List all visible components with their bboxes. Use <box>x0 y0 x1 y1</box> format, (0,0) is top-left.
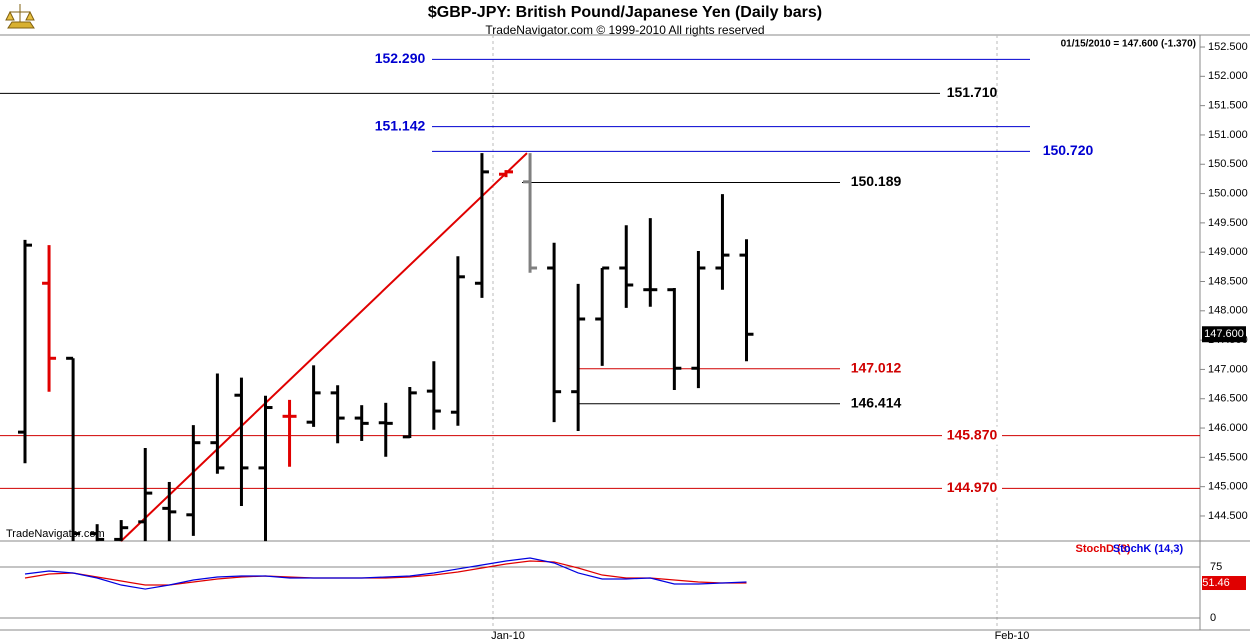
stoch-line <box>24 557 747 590</box>
last-price-box <box>1202 326 1246 343</box>
ohlc-bar <box>18 239 32 464</box>
y-tick-label: 145.000 <box>1208 481 1248 493</box>
y-tick-label: 150.500 <box>1208 158 1248 170</box>
ohlc-bar <box>90 524 105 542</box>
ohlc-bar <box>258 395 273 542</box>
level-label: 146.414 <box>851 394 902 410</box>
ohlc-bar <box>234 377 249 507</box>
header-quote: 01/15/2010 = 147.600 (-1.370) <box>1061 39 1196 50</box>
ohlc-bar <box>66 356 81 542</box>
ohlc-bar <box>426 361 441 430</box>
y-tick-label: 148.000 <box>1208 305 1248 317</box>
ohlc-bar <box>619 225 634 308</box>
last-value-box <box>1202 576 1246 591</box>
y-tick-label: 150.000 <box>1208 187 1248 199</box>
ohlc-bar <box>306 365 321 427</box>
ohlc-bar <box>282 399 297 467</box>
level-label: 151.142 <box>375 117 426 133</box>
level-label-bg <box>942 426 1002 445</box>
ohlc-bar <box>715 194 730 290</box>
chart-subtitle: TradeNavigator.com © 1999-2010 All right… <box>485 23 764 37</box>
ohlc-bar <box>114 520 129 542</box>
ohlc-bar <box>210 373 225 474</box>
trendline <box>120 152 528 542</box>
ohlc-bar <box>571 283 586 431</box>
chart-title: $GBP-JPY: British Pound/Japanese Yen (Da… <box>428 4 822 21</box>
y-tick-label: 152.500 <box>1208 41 1248 53</box>
y-tick-label: 148.500 <box>1208 275 1248 287</box>
legend-entry: StochK (14,3) <box>1113 543 1184 555</box>
level-label: 151.710 <box>947 84 998 100</box>
y-tick-label: 145.500 <box>1208 451 1248 463</box>
y-tick-label: 151.000 <box>1208 129 1248 141</box>
watermark: TradeNavigator.com <box>6 528 105 540</box>
level-label: 145.870 <box>947 426 998 442</box>
ohlc-bar <box>138 447 153 542</box>
ohlc-bar <box>739 239 754 362</box>
y-tick-label: 0 <box>1210 612 1216 624</box>
last-value-label: 51.46 <box>1202 577 1230 589</box>
y-tick-label: 146.000 <box>1208 422 1248 434</box>
y-tick-label: 149.000 <box>1208 246 1248 258</box>
y-tick-label: 147.000 <box>1208 363 1248 375</box>
ohlc-bar <box>162 481 177 542</box>
x-tick-label: Jan-10 <box>491 630 525 642</box>
level-label-bg <box>942 479 1002 498</box>
level-label-bg <box>370 117 430 136</box>
stoch-line <box>24 560 747 586</box>
ohlc-bar <box>378 402 393 457</box>
level-label: 150.189 <box>851 173 902 189</box>
ohlc-bar <box>643 218 658 307</box>
level-label: 150.720 <box>1043 142 1094 158</box>
ohlc-bar <box>354 405 369 441</box>
last-price-label: 147.600 <box>1204 328 1244 340</box>
y-tick-label: 75 <box>1210 561 1222 573</box>
legend-entry: StochD (3) <box>1076 543 1131 555</box>
ohlc-bar <box>595 266 610 366</box>
level-label-bg <box>370 50 430 69</box>
ohlc-bar <box>523 153 538 273</box>
logo <box>5 4 35 29</box>
ohlc-bar <box>402 387 417 439</box>
ohlc-bar <box>42 245 57 392</box>
x-tick-label: Feb-10 <box>995 630 1030 642</box>
y-tick-label: 152.000 <box>1208 70 1248 82</box>
y-tick-label: 144.500 <box>1208 510 1248 522</box>
y-tick-label: 151.500 <box>1208 100 1248 112</box>
y-tick-label: 149.500 <box>1208 217 1248 229</box>
level-label: 147.012 <box>851 359 902 375</box>
ohlc-bar <box>547 242 562 423</box>
y-tick-label: 146.500 <box>1208 393 1248 405</box>
level-label: 144.970 <box>947 479 998 495</box>
ohlc-bar <box>499 170 513 178</box>
ohlc-bar <box>330 385 345 444</box>
ohlc-bar <box>186 425 201 536</box>
ohlc-bar <box>691 251 706 389</box>
level-label: 152.290 <box>375 50 426 66</box>
ohlc-bar <box>667 287 682 390</box>
ohlc-bar <box>474 153 489 298</box>
ohlc-bar <box>450 256 465 426</box>
